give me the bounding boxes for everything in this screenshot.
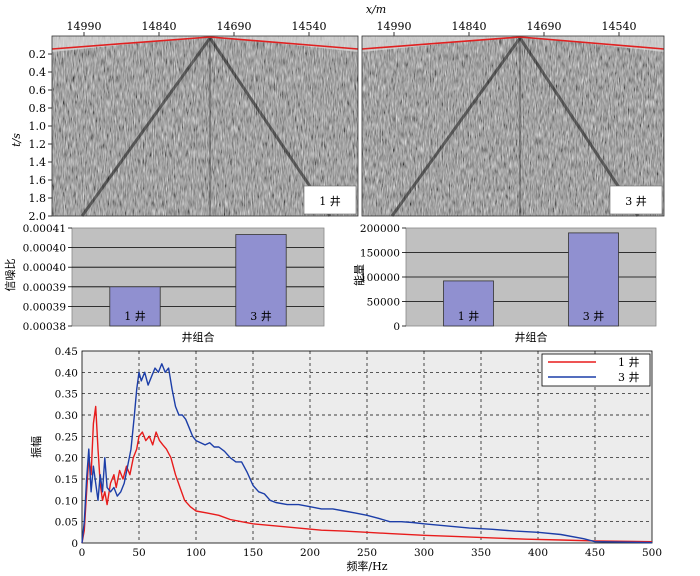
snr-y-ticks: 0.00041 0.00040 0.00040 0.00039 0.00039 0.000… xyxy=(23,223,72,333)
x-tick-label: 200 xyxy=(300,547,320,559)
x-tick-label: 400 xyxy=(528,547,548,559)
energy-y-ticks: 200000 150000 100000 50000 0 xyxy=(360,223,406,333)
y-tick-label: 0.00039 xyxy=(23,282,66,294)
seismic-x-axis-label: x/m xyxy=(366,3,386,16)
snr-bars: 1 井 3 井 xyxy=(109,234,287,327)
energy-x-axis-label: 井组合 xyxy=(515,330,548,344)
seismic-x-tick-label: 14990 xyxy=(377,20,412,33)
y-tick-label: 0.00041 xyxy=(23,223,66,235)
seismic-y-tick-label: 1.0 xyxy=(29,120,47,133)
bar-category-label: 3 井 xyxy=(250,309,272,323)
series-line xyxy=(81,363,653,544)
seismic-y-tick-label: 2.0 xyxy=(29,210,47,223)
bar-category-label: 3 井 xyxy=(583,309,605,323)
seismic-x-tick-label: 14540 xyxy=(602,20,637,33)
seismic-section: x/m t/s 14990 14840 14690 14540 14990 14840 1… xyxy=(10,3,665,223)
y-tick-label: 0.40 xyxy=(55,367,78,379)
spectrum-x-ticks: 0 50 100 150 200 250 300 350 400 450 500 xyxy=(79,547,662,559)
y-tick-label: 0.05 xyxy=(55,517,78,529)
snr-bar-chart: 信噪比 0.000410.000400.000400.000390.000390… xyxy=(4,223,325,344)
seismic-y-tick-label: 0.4 xyxy=(29,66,47,79)
seismic-x-tick-label: 14690 xyxy=(217,20,252,33)
seismic-y-tick-label: 1.2 xyxy=(29,138,47,151)
spectrum-legend: 1 井 3 井 xyxy=(541,353,651,387)
seismic-y-tick-label: 0.6 xyxy=(29,84,47,97)
y-tick-label: 0 xyxy=(393,321,400,333)
seismic-panel-1-label: 1 井 xyxy=(319,194,341,208)
y-tick-label: 0 xyxy=(71,538,78,550)
spectrum-gridlines xyxy=(82,351,652,543)
bar-category-label: 1 井 xyxy=(124,309,146,323)
seismic-y-tick-label: 1.4 xyxy=(29,156,47,169)
y-tick-label: 50000 xyxy=(367,297,400,309)
spectrum-y-ticks: 0 0.05 0.10 0.15 0.20 0.25 0.30 0.35 0.40 0.45 xyxy=(55,346,78,550)
x-tick-label: 500 xyxy=(642,547,662,559)
x-tick-label: 0 xyxy=(79,547,86,559)
snr-y-axis-label: 信噪比 xyxy=(4,259,17,292)
y-tick-label: 0.00040 xyxy=(23,262,66,274)
y-tick-label: 150000 xyxy=(360,248,400,260)
seismic-y-tick-label: 1.6 xyxy=(29,174,47,187)
y-tick-label: 0.35 xyxy=(55,389,78,401)
seismic-x-tick-label: 14990 xyxy=(67,20,102,33)
seismic-x-tick-label: 14840 xyxy=(452,20,487,33)
seismic-y-tick-label: 0.2 xyxy=(29,48,47,61)
bar xyxy=(568,232,619,327)
energy-y-axis-label: 能量 xyxy=(352,264,366,286)
legend-label-1: 1 井 xyxy=(618,355,640,369)
seismic-panel-2: 3 井 xyxy=(361,35,665,217)
bar xyxy=(109,286,161,327)
y-tick-label: 0.15 xyxy=(55,474,78,486)
x-tick-label: 100 xyxy=(186,547,206,559)
spectrum-y-axis-label: 振幅 xyxy=(29,436,43,458)
seismic-panel-2-label: 3 井 xyxy=(625,194,647,208)
x-tick-label: 300 xyxy=(414,547,434,559)
x-tick-label: 150 xyxy=(243,547,263,559)
seismic-x-tick-label: 14690 xyxy=(527,20,562,33)
spectrum-x-axis-label: 频率/Hz xyxy=(346,559,387,573)
y-tick-label: 0.00038 xyxy=(23,321,66,333)
legend-label-2: 3 井 xyxy=(618,370,640,384)
bar xyxy=(235,234,287,327)
y-tick-label: 200000 xyxy=(360,223,400,235)
spectrum-line-chart: 0 0.05 0.10 0.15 0.20 0.25 0.30 0.35 0.40 0.45 0 5… xyxy=(29,346,662,573)
seismic-y-ticks: 0.2 0.4 0.6 0.8 1.0 1.2 1.4 1.6 1.8 2.0 xyxy=(29,48,52,223)
y-tick-label: 0.10 xyxy=(55,495,78,507)
y-tick-label: 0.00040 xyxy=(23,243,66,255)
y-tick-label: 0.20 xyxy=(55,453,78,465)
energy-bar-chart: 能量 200000 150000 100000 50000 0 1 井 3 井 井组合 xyxy=(352,223,657,344)
y-tick-label: 0.30 xyxy=(55,410,78,422)
x-tick-label: 50 xyxy=(132,547,145,559)
x-tick-label: 350 xyxy=(471,547,491,559)
seismic-y-tick-label: 0.8 xyxy=(29,102,47,115)
seismic-y-tick-label: 1.8 xyxy=(29,192,47,205)
snr-x-axis-label: 井组合 xyxy=(182,330,215,344)
y-tick-label: 0.45 xyxy=(55,346,78,358)
seismic-y-axis-label: t/s xyxy=(10,133,23,147)
seismic-x-ticks-right: 14990 14840 14690 14540 xyxy=(377,20,637,36)
bar-category-label: 1 井 xyxy=(458,309,480,323)
spectrum-series xyxy=(81,363,653,544)
seismic-x-ticks-left: 14990 14840 14690 14540 xyxy=(67,20,327,36)
y-tick-label: 0.00039 xyxy=(23,301,66,313)
x-tick-label: 450 xyxy=(585,547,605,559)
y-tick-label: 0.25 xyxy=(55,431,78,443)
seismic-x-tick-label: 14840 xyxy=(142,20,177,33)
series-line xyxy=(81,405,653,544)
seismic-x-tick-label: 14540 xyxy=(292,20,327,33)
x-tick-label: 250 xyxy=(357,547,377,559)
bar xyxy=(443,280,494,327)
seismic-panel-1: 1 井 xyxy=(51,35,359,217)
energy-bars: 1 井 3 井 xyxy=(443,232,619,327)
y-tick-label: 100000 xyxy=(360,272,400,284)
